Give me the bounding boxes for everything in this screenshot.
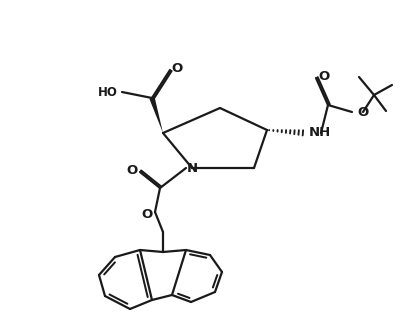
Text: HO: HO — [98, 85, 118, 98]
Text: O: O — [318, 70, 330, 82]
Text: NH: NH — [309, 126, 331, 140]
Text: O: O — [141, 209, 153, 221]
Text: O: O — [357, 106, 368, 118]
Polygon shape — [149, 97, 163, 133]
Text: O: O — [126, 163, 138, 177]
Text: O: O — [171, 61, 183, 75]
Text: N: N — [186, 161, 198, 175]
